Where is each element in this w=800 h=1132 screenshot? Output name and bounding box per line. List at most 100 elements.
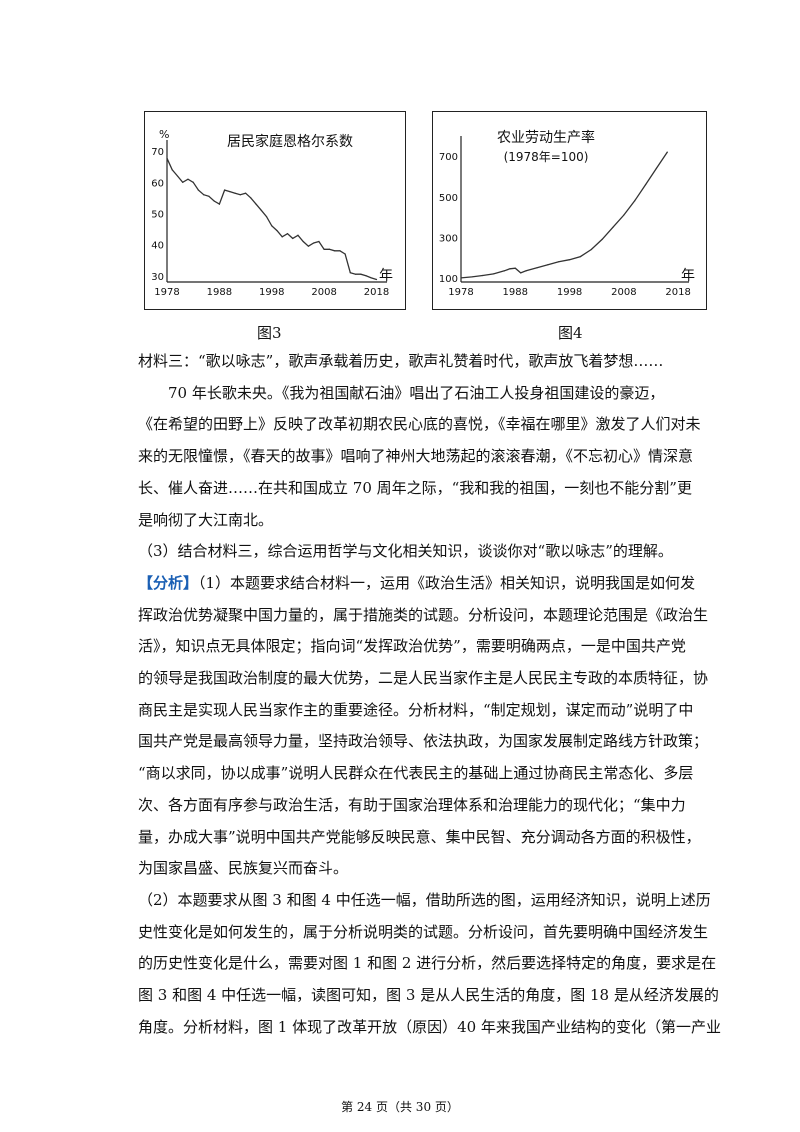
chart-title: 农业劳动生产率 [497,129,595,146]
data-point [297,234,299,236]
data-point [590,248,592,251]
text-line: 国共产党是最高领导力量，坚持政治领导、依法执政，为国家发展制定路线方针政策； [138,732,709,751]
y-tick-label: 50 [151,209,164,220]
data-point [644,183,647,186]
text-line: 为国家昌盛、民族复兴而奋斗。 [138,859,349,878]
data-point [344,253,346,255]
data-point [203,194,205,196]
data-point [229,191,231,193]
data-point [218,203,220,205]
text-line: 的历史性变化是什么，需要对图 1 和图 2 进行分析，然后要选择特定的角度，要求… [138,954,717,973]
text-line: 挥政治优势凝聚中国力量的，属于措施类的试题。分析设问，本题理论范围是《政治生 [138,605,709,624]
y-tick-label: 700 [439,152,458,163]
text-line: 长、催人奋进……在共和国成立 70 周年之际，“我和我的祖国，一刻也不能分割”更 [138,478,692,497]
chart-subtitle: (1978年=100) [504,150,589,164]
data-point [460,277,462,279]
data-point [354,273,357,275]
data-point [482,274,484,277]
x-tick-label: 1978 [448,287,473,298]
data-point [197,189,200,191]
y-axis-label: % [159,128,169,141]
figure-3-caption: 图3 [257,324,282,342]
y-tick-label: 300 [439,233,458,244]
text-line: 来的无限憧憬，《春天的故事》唱响了神州大地荡起的滚滚春潮，《不忘初心》情深意 [138,447,694,466]
data-point [265,215,268,218]
x-axis-label: 年 [681,268,695,284]
x-tick-label: 1998 [259,287,284,298]
data-point [509,268,511,270]
text-line: 史性变化是如何发生的，属于分析说明类的试题。分析设问，首先要明确中国经济发生 [138,922,709,941]
data-point [271,225,273,227]
data-point [224,189,226,191]
text-line: 活》，知识点无具体限定；指向词“发挥政治优势”，需要明确两点，一是中国共产党 [138,637,686,656]
data-point [536,267,538,269]
data-point [286,233,289,235]
data-point [260,209,262,211]
data-point [281,236,283,238]
chart-engel-coefficient: 居民家庭恩格尔系数% 年 70 60 50 40 30 1978 1988 1998 2008 201… [144,111,406,310]
data-point [276,229,278,232]
data-point [375,278,378,281]
y-tick-label: 100 [439,274,458,285]
chart-title: 居民家庭恩格尔系数 [227,133,353,150]
x-tick-label: 2008 [311,287,336,298]
material-three-block: 材料三：“歌以咏志”，歌声承载着历史，歌声礼赞着时代，歌声放飞着梦想…… 70 … [138,346,721,1043]
text-line: 次、各方面有序参与政治生活，有助于国家治理体系和治理能力的现代化；“集中力 [138,795,686,814]
y-tick-label: 40 [151,241,164,252]
y-tick-label: 30 [151,272,164,283]
data-point [307,245,310,247]
data-point [666,151,668,153]
text-line: 是响彻了大江南北。 [138,510,274,529]
data-point [208,195,210,197]
data-point [349,272,351,274]
data-point [370,277,372,279]
data-point [192,181,194,183]
data-point [514,267,516,269]
data-point [623,214,625,216]
chart2-svg: 农业劳动生产率 (1978年=100) 年 700 500 300 100 1978 1988 1… [439,129,695,298]
text-line: 商民主是实现人民当家作主的重要途径。分析材料，“制定规划，谋定而动”说明了中 [138,700,694,719]
data-point [187,178,189,180]
data-point [520,272,522,274]
data-point [176,175,179,177]
x-tick-label: 2008 [611,287,636,298]
x-tick-label: 1988 [207,287,232,298]
chart1-svg: 居民家庭恩格尔系数% 年 70 60 50 40 30 1978 1988 1998 2008 201… [151,128,393,298]
data-point [612,226,614,228]
data-point [244,192,247,194]
data-point [634,200,636,202]
data-point [579,256,582,258]
data-point [558,261,560,263]
data-point [313,242,315,244]
data-point [601,238,603,240]
data-point [166,157,168,159]
page-footer: 第 24 页（共 30 页） [341,1100,459,1114]
data-point [339,250,341,252]
text-line: 的领导是我国政治制度的最大优势，二是人民当家作主是人民民主专政的本质特征，协 [138,669,709,688]
data-point [503,270,506,272]
text-line: 角度。分析材料，图 1 体现了改革开放（原因）40 年来我国产业结构的变化（第一… [138,1017,721,1036]
data-point [318,240,320,243]
x-tick-label: 1998 [557,287,582,298]
data-point [292,237,294,239]
data-point [234,192,236,194]
data-point [250,197,252,199]
data-point [334,250,336,252]
data-point [239,194,241,196]
data-point [492,273,495,275]
analysis-first-text: （1）本题要求结合材料一，运用《政治生活》相关知识，说明我国是如何发 [198,573,696,592]
text-line: 量，办成大事”说明中国共产党能够反映民意、集中民智、充分调动各方面的积极性， [138,827,701,846]
y-tick-label: 60 [151,178,164,189]
data-point [655,167,658,169]
text-line: 70 年长歌未央。《我为祖国献石油》唱出了石油工人投身祖国建设的豪迈， [138,383,665,402]
data-point [365,275,367,277]
x-tick-label: 2018 [364,287,389,298]
data-point [471,276,473,278]
figure-4-caption: 图4 [558,324,583,342]
data-point [525,270,527,272]
data-point [302,240,304,243]
text-line: 图 3 和图 4 中任选一幅，读图可知，图 3 是从人民生活的角度，图 18 是… [138,986,719,1005]
chart-agri-productivity: 农业劳动生产率 (1978年=100) 年 700 500 300 100 1978 1988 1… [432,111,707,310]
data-point [182,181,184,183]
text-line: 材料三：“歌以咏志”，歌声承载着历史，歌声礼赞着时代，歌声放飞着梦想…… [138,352,664,370]
